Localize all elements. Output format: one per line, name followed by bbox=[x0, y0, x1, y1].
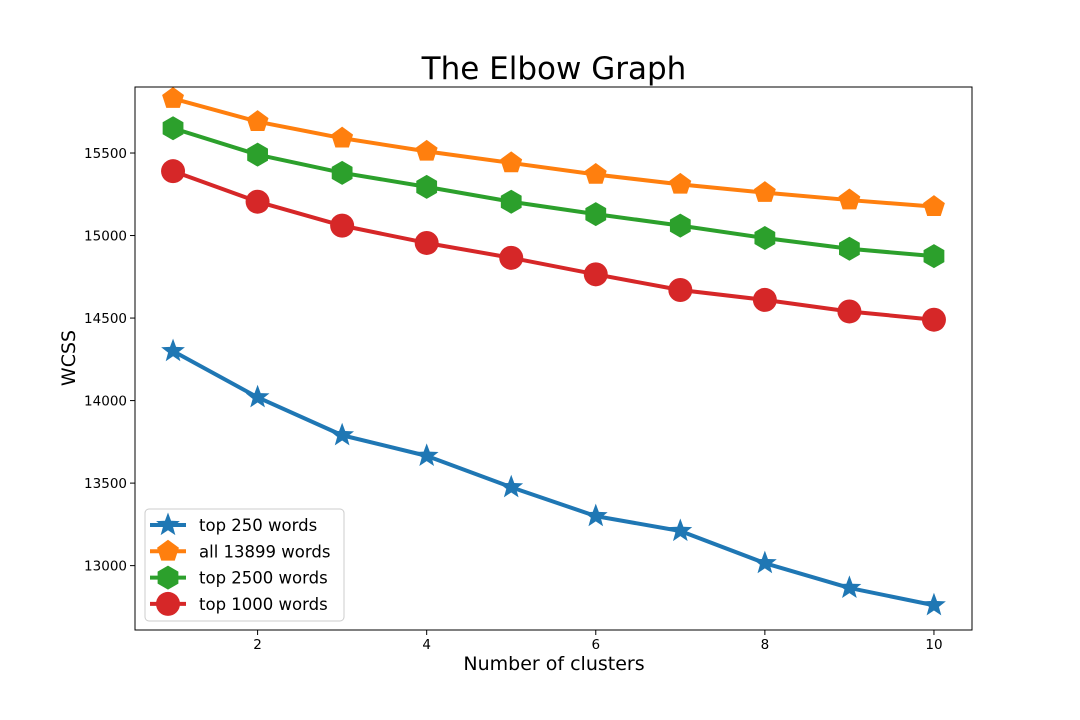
data-point bbox=[416, 174, 438, 199]
series-layer bbox=[161, 87, 946, 616]
plot-frame bbox=[134, 86, 973, 631]
data-point bbox=[923, 244, 945, 269]
data-point bbox=[161, 159, 186, 184]
y-tick-label: 14500 bbox=[84, 311, 127, 327]
data-point bbox=[162, 87, 184, 108]
data-point bbox=[668, 518, 693, 542]
data-point bbox=[921, 307, 946, 332]
x-tick-label: 6 bbox=[591, 637, 600, 653]
legend-marker bbox=[156, 591, 180, 616]
data-point bbox=[585, 202, 607, 227]
data-point bbox=[414, 230, 439, 255]
y-tick-label: 14000 bbox=[84, 394, 127, 410]
data-point bbox=[669, 213, 691, 238]
legend-marker bbox=[157, 565, 179, 590]
data-point bbox=[583, 503, 608, 527]
series-line bbox=[172, 349, 935, 608]
data-point bbox=[753, 181, 776, 202]
data-point bbox=[330, 422, 355, 446]
chart-title: The Elbow Graph bbox=[421, 51, 687, 87]
data-point bbox=[584, 162, 607, 184]
legend-marker bbox=[157, 539, 179, 561]
legend-entry: top 250 words bbox=[150, 512, 317, 536]
data-point bbox=[500, 151, 523, 173]
legend-entry: top 2500 words bbox=[150, 565, 328, 590]
y-tick-label: 15000 bbox=[84, 229, 127, 245]
series-top-2500-words bbox=[162, 116, 945, 269]
legend-label: top 250 words bbox=[199, 516, 317, 535]
legend-marker bbox=[156, 512, 180, 536]
data-point bbox=[837, 575, 862, 599]
axes: 2 4 6 8 10 13000 13500 14000 14500 15000 15500 bbox=[84, 146, 943, 653]
data-point bbox=[838, 188, 861, 210]
x-tick-label: 2 bbox=[253, 637, 262, 653]
legend-label: top 1000 words bbox=[199, 595, 328, 614]
data-point bbox=[161, 338, 185, 362]
legend-entry: top 1000 words bbox=[150, 591, 328, 616]
data-point bbox=[839, 236, 860, 261]
y-axis-label: WCSS bbox=[58, 330, 80, 386]
data-point bbox=[414, 443, 439, 466]
x-tick-label: 4 bbox=[422, 637, 431, 653]
data-point bbox=[923, 195, 945, 216]
legend-box bbox=[144, 508, 345, 622]
series-top-250-words bbox=[161, 338, 946, 616]
data-point bbox=[331, 126, 354, 148]
legend: top 250 words all 13899 words top 2500 wor… bbox=[144, 508, 345, 622]
data-point bbox=[245, 384, 270, 408]
series-line bbox=[172, 126, 935, 259]
legend-entry: all 13899 words bbox=[150, 539, 330, 561]
data-point bbox=[499, 245, 524, 270]
data-point bbox=[162, 116, 184, 141]
data-point bbox=[499, 474, 524, 498]
data-point bbox=[669, 172, 692, 194]
legend-label: all 13899 words bbox=[199, 542, 330, 561]
series-line bbox=[172, 96, 935, 209]
x-axis-label: Number of clusters bbox=[463, 653, 644, 675]
x-tick-label: 10 bbox=[925, 637, 942, 653]
x-tick-label: 8 bbox=[761, 637, 770, 653]
data-point bbox=[752, 550, 777, 574]
data-point bbox=[922, 592, 946, 616]
data-point bbox=[330, 213, 355, 238]
data-point bbox=[583, 262, 608, 287]
y-tick-label: 13500 bbox=[84, 476, 127, 492]
data-point bbox=[245, 189, 270, 214]
data-point bbox=[837, 299, 862, 324]
data-point bbox=[246, 110, 269, 131]
series-all-13899-words bbox=[162, 87, 945, 216]
data-point bbox=[752, 287, 777, 312]
data-point bbox=[754, 226, 776, 251]
series-line bbox=[172, 169, 935, 322]
data-point bbox=[331, 160, 353, 185]
legend-label: top 2500 words bbox=[199, 569, 328, 588]
data-point bbox=[247, 142, 268, 167]
y-tick-label: 13000 bbox=[84, 559, 127, 575]
data-point bbox=[500, 189, 522, 214]
data-point bbox=[668, 278, 693, 303]
y-tick-label: 15500 bbox=[84, 146, 127, 162]
series-top-1000-words bbox=[161, 159, 946, 332]
data-point bbox=[415, 139, 438, 161]
